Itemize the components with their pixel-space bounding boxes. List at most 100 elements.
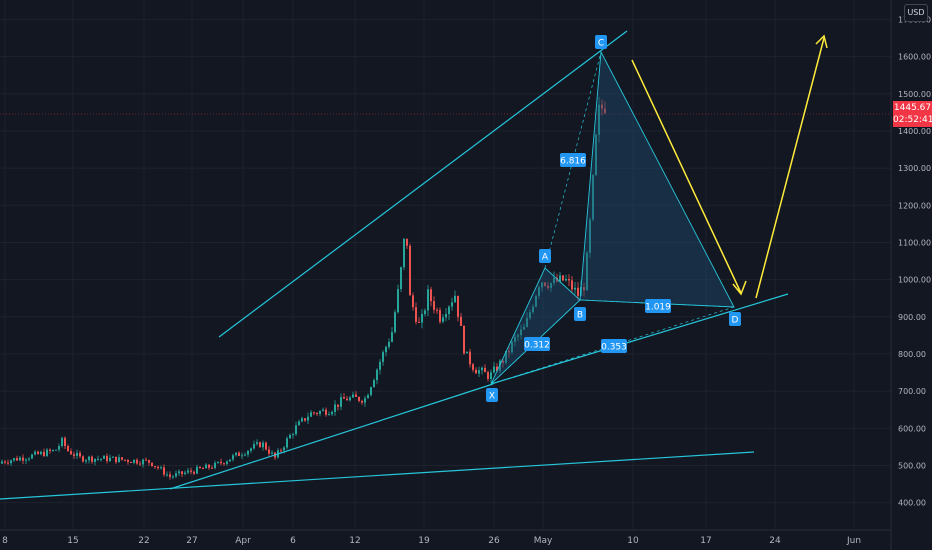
candle-body [256, 442, 258, 445]
candle-body [154, 466, 156, 468]
candle-body [391, 332, 393, 342]
candle-body [529, 312, 531, 319]
x-axis[interactable]: 8 15 22 27 Apr 6 12 19 26 May 10 17 24 Jun [2, 536, 861, 546]
ac-ratio-line [544, 51, 602, 269]
countdown-timer: 02:52:41 [893, 114, 932, 125]
candle-body [484, 367, 486, 373]
candle-body [34, 451, 36, 455]
candle-body [142, 459, 144, 465]
candle-body [598, 104, 600, 135]
support-trendline [169, 383, 494, 490]
point-label-d: D [732, 316, 739, 326]
ratio-label: 6.816 [560, 157, 586, 167]
y-tick-label: 700.00 [898, 387, 926, 396]
point-label-box [486, 388, 498, 402]
x-tick-label: 17 [700, 536, 711, 546]
candle-body [502, 360, 504, 363]
candle-body [583, 287, 585, 291]
up-arrow-head [815, 34, 828, 49]
candle-body [430, 289, 432, 302]
candle-body [481, 367, 483, 371]
candle-body [355, 394, 357, 397]
candle-body [88, 456, 90, 461]
x-tick-label: 19 [418, 536, 430, 546]
candle-body [52, 449, 54, 452]
candle-body [451, 302, 453, 307]
candle-body [283, 447, 285, 451]
candle-body [313, 412, 315, 414]
candle-body [415, 307, 417, 322]
point-label-a: A [542, 253, 549, 263]
ratio-label-box [645, 299, 671, 313]
candle-body [388, 341, 390, 347]
candle-body [247, 450, 249, 455]
candle-body [19, 457, 21, 461]
candle-body [28, 458, 30, 460]
candle-body [568, 278, 570, 281]
candle-body [439, 310, 441, 322]
candle-body [7, 462, 9, 464]
candle-body [199, 466, 201, 469]
candle-body [343, 397, 345, 399]
currency-label[interactable]: USD [904, 4, 928, 22]
candle-body [310, 412, 312, 417]
pattern-labels: X A B C D 0.312 6.816 0.353 1.019 [486, 35, 741, 402]
ratio-label-box [601, 339, 627, 353]
candle-body [331, 411, 333, 415]
candle-body [37, 451, 39, 455]
grid [0, 0, 891, 530]
ratio-label-box [524, 337, 550, 351]
candle-body [265, 442, 267, 450]
candle-body [160, 467, 162, 469]
candle-body [325, 409, 327, 415]
y-tick-label: 1300.00 [898, 164, 931, 173]
candle-body [136, 459, 138, 464]
candle-body [469, 351, 471, 365]
y-tick-label: 800.00 [898, 350, 926, 359]
candle-body [151, 462, 153, 467]
candle-body [463, 325, 465, 354]
candle-body [340, 397, 342, 407]
candle-body [556, 277, 558, 282]
candle-body [184, 472, 186, 475]
candle-body [433, 301, 435, 310]
point-label-box [729, 312, 741, 326]
candle-body [250, 448, 252, 451]
ratio-label-box [560, 153, 586, 167]
point-label-x: X [489, 392, 495, 402]
candle-body [376, 369, 378, 381]
candle-body [85, 460, 87, 462]
x-tick-label: 6 [290, 536, 296, 546]
candle-body [70, 450, 72, 455]
candle-body [592, 174, 594, 220]
candle-body [73, 454, 75, 456]
ratio-label: 1.019 [645, 303, 671, 313]
x-tick-label: Apr [235, 536, 251, 546]
candle-body [112, 456, 114, 458]
candle-body [319, 411, 321, 414]
candle-body [364, 398, 366, 403]
candle-body [232, 455, 234, 460]
candle-body [373, 380, 375, 388]
candle-body [286, 438, 288, 448]
upper-trendline [218, 30, 628, 338]
x-tick-label: 22 [138, 536, 149, 546]
candle-body [4, 461, 6, 463]
candle-body [517, 335, 519, 337]
candle-body [163, 467, 165, 475]
x-tick-label: 27 [186, 536, 197, 546]
candle-body [403, 238, 405, 268]
candle-body [514, 336, 516, 342]
candle-body [244, 454, 246, 456]
candle-body [145, 459, 147, 461]
candle-body [472, 364, 474, 370]
candle-body [400, 267, 402, 290]
x-tick-label: 15 [67, 536, 78, 546]
candle-body [94, 458, 96, 462]
y-tick-label: 1000.00 [898, 276, 931, 285]
candle-body [187, 470, 189, 473]
candle-body [370, 387, 372, 396]
candle-body [241, 455, 243, 457]
candle-body [100, 458, 102, 460]
